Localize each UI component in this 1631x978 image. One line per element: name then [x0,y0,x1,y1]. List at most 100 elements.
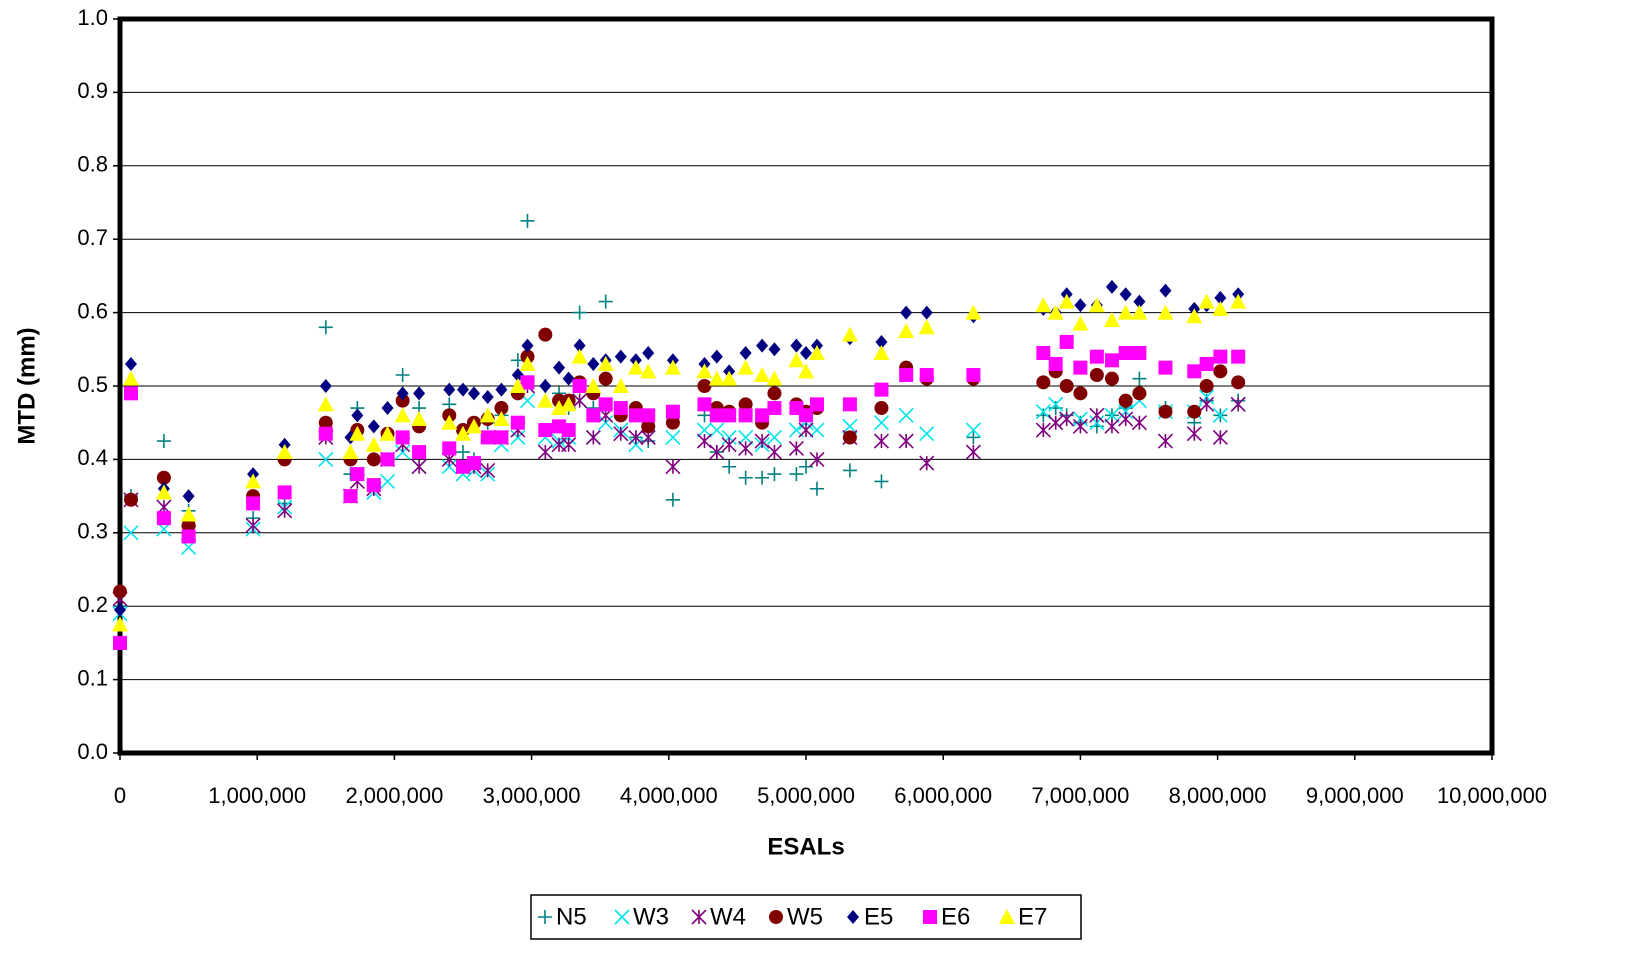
point [708,370,725,386]
point [1118,393,1133,408]
point [350,467,365,482]
point [1213,349,1228,364]
point [873,415,890,431]
point [379,425,396,441]
point [442,441,457,456]
point [539,379,552,393]
point [697,397,712,412]
point [562,371,575,386]
point [709,408,724,423]
legend-label: W5 [787,903,823,930]
point [113,635,127,650]
point [1035,404,1051,420]
point [842,430,857,445]
point [366,452,381,467]
point [898,433,914,449]
point [696,422,713,438]
point [277,485,292,500]
point [898,322,915,338]
point [966,367,981,382]
point [1104,418,1120,434]
point [722,459,737,474]
point [899,367,914,382]
point [842,463,857,478]
legend-label: E5 [864,903,893,930]
x-tick-label: 10,000,000 [1437,783,1547,808]
series [113,334,1246,650]
point [809,451,825,467]
point [1059,379,1074,393]
point [918,319,935,335]
point [696,363,713,379]
legend-item: E5 [847,903,893,930]
point [1035,422,1051,438]
y-tick-label: 1.0 [77,5,108,30]
point [1073,360,1088,375]
point [1213,364,1228,379]
point [628,429,644,445]
point [561,437,577,453]
point [809,422,825,438]
point [767,386,782,401]
point [627,359,644,375]
point [798,363,814,379]
point [1103,311,1120,327]
point [738,397,753,412]
point [155,484,172,500]
x-tick-label: 7,000,000 [1031,783,1129,808]
point [114,602,126,617]
point [180,506,197,522]
point [1072,315,1089,331]
point [1199,389,1215,405]
legend-marker [691,909,707,925]
point [1104,371,1119,386]
point [873,433,890,449]
point [509,378,526,393]
point [443,382,456,397]
legend-marker [614,909,630,925]
point [665,492,680,507]
point [874,382,889,397]
point [1072,411,1088,427]
point [874,474,889,489]
legend-item: N5 [538,903,587,930]
point [521,338,534,353]
point [481,390,494,405]
point [480,430,495,445]
point [318,451,334,467]
point [456,459,470,474]
point [875,334,888,349]
point [510,429,526,445]
legend-item: W5 [769,903,823,930]
point [900,305,913,320]
point [1198,293,1215,309]
point [1073,386,1088,401]
point [1117,304,1134,320]
point [1131,304,1148,320]
x-tick-label: 1,000,000 [208,783,306,808]
point [156,434,171,449]
point [628,437,644,453]
point [965,444,981,460]
legend-marker [999,909,1015,924]
point [246,496,261,511]
point [1048,415,1064,431]
legend-item: W4 [691,903,746,930]
point [395,430,410,445]
point [842,418,858,434]
point [665,429,681,445]
point [664,359,681,375]
point [1230,396,1246,412]
point [737,359,754,375]
point [722,408,737,423]
point [1132,371,1147,386]
point [572,305,587,320]
point [766,429,783,445]
point [455,425,471,441]
x-axis-title: ESALs [767,833,844,860]
point [613,426,629,442]
point [754,366,771,382]
point [276,444,293,460]
x-tick-label: 4,000,000 [620,783,718,808]
point [1131,415,1147,431]
